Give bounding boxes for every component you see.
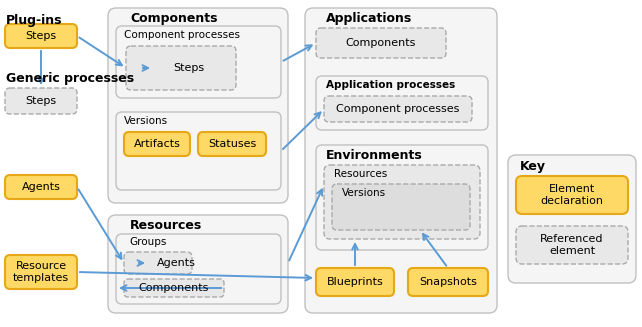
FancyBboxPatch shape (305, 8, 497, 313)
Text: Environments: Environments (326, 149, 422, 162)
FancyBboxPatch shape (116, 26, 281, 98)
Text: Groups: Groups (129, 237, 167, 247)
Text: Key: Key (520, 160, 546, 173)
Text: Plug-ins: Plug-ins (6, 14, 62, 27)
FancyBboxPatch shape (316, 76, 488, 130)
FancyBboxPatch shape (508, 155, 636, 283)
FancyBboxPatch shape (516, 176, 628, 214)
Text: Agents: Agents (22, 182, 60, 192)
Text: Resources: Resources (130, 219, 202, 232)
FancyBboxPatch shape (5, 88, 77, 114)
Text: Generic processes: Generic processes (6, 72, 134, 85)
Text: Element
declaration: Element declaration (541, 184, 603, 206)
Text: Resources: Resources (334, 169, 387, 179)
Text: Agents: Agents (157, 258, 196, 268)
Text: Application processes: Application processes (326, 80, 455, 90)
Text: Artifacts: Artifacts (134, 139, 180, 149)
Text: Statuses: Statuses (208, 139, 256, 149)
FancyBboxPatch shape (516, 226, 628, 264)
Text: Component processes: Component processes (336, 104, 460, 114)
FancyBboxPatch shape (124, 252, 192, 274)
FancyBboxPatch shape (108, 215, 288, 313)
FancyBboxPatch shape (116, 234, 281, 304)
FancyBboxPatch shape (408, 268, 488, 296)
FancyBboxPatch shape (124, 132, 190, 156)
FancyBboxPatch shape (324, 96, 472, 122)
Text: Versions: Versions (124, 116, 168, 126)
Text: Referenced
element: Referenced element (541, 234, 603, 256)
FancyBboxPatch shape (316, 28, 446, 58)
FancyBboxPatch shape (324, 165, 480, 239)
Text: Components: Components (130, 12, 218, 25)
FancyBboxPatch shape (5, 175, 77, 199)
Text: Steps: Steps (26, 31, 56, 41)
FancyBboxPatch shape (332, 184, 470, 230)
Text: Blueprints: Blueprints (327, 277, 383, 287)
FancyBboxPatch shape (126, 46, 236, 90)
Text: Steps: Steps (173, 63, 204, 73)
Text: Components: Components (346, 38, 416, 48)
FancyBboxPatch shape (5, 24, 77, 48)
FancyBboxPatch shape (316, 145, 488, 250)
Text: Resource
templates: Resource templates (13, 261, 69, 283)
FancyBboxPatch shape (116, 112, 281, 190)
FancyBboxPatch shape (316, 268, 394, 296)
Text: Component processes: Component processes (124, 30, 240, 40)
FancyBboxPatch shape (108, 8, 288, 203)
Text: Steps: Steps (26, 96, 56, 106)
Text: Components: Components (139, 283, 209, 293)
Text: Snapshots: Snapshots (419, 277, 477, 287)
Text: Applications: Applications (326, 12, 412, 25)
FancyBboxPatch shape (5, 255, 77, 289)
FancyBboxPatch shape (124, 279, 224, 297)
Text: Versions: Versions (342, 188, 386, 198)
FancyBboxPatch shape (198, 132, 266, 156)
